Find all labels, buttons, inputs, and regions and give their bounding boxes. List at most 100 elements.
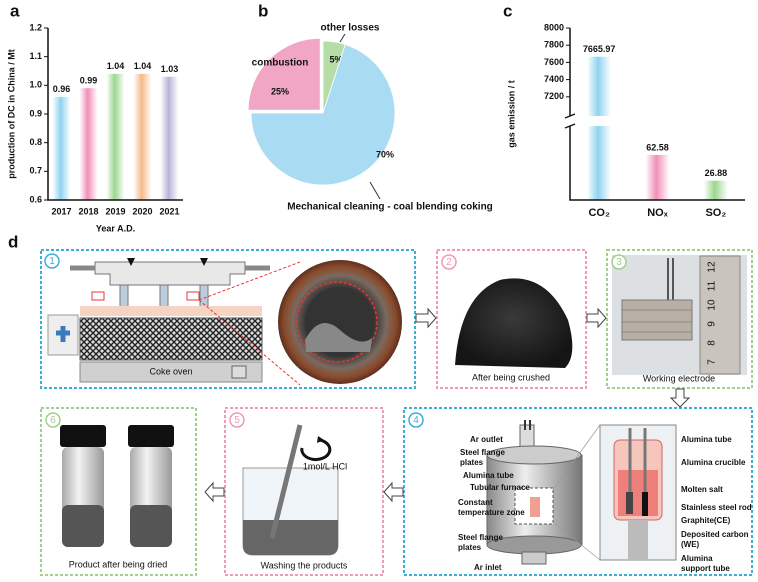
caption: After being crushed bbox=[472, 372, 550, 382]
component-label: plates bbox=[458, 543, 482, 552]
category-label: combustion bbox=[252, 58, 309, 69]
component-label: Tubular furnace bbox=[470, 483, 530, 492]
y-tick-label: 7400 bbox=[544, 74, 564, 84]
vials bbox=[60, 425, 174, 547]
panel-label: a bbox=[10, 1, 20, 20]
component-label: Stainless steel rod bbox=[681, 503, 752, 512]
component-label: temperature zone bbox=[458, 508, 525, 517]
ruler-label: 9 bbox=[707, 321, 718, 327]
caption: Coke oven bbox=[149, 366, 192, 376]
crushed-powder bbox=[455, 278, 573, 368]
x-axis-label: Year A.D. bbox=[96, 223, 135, 233]
component-label: support tube bbox=[681, 564, 730, 573]
y-tick-label: 0.8 bbox=[29, 137, 42, 147]
value-label: 5% bbox=[329, 54, 342, 64]
bar bbox=[703, 180, 728, 200]
value-label: 1.04 bbox=[107, 61, 125, 71]
value-label: 1.03 bbox=[161, 64, 179, 74]
step-number: 2 bbox=[446, 257, 452, 268]
x-tick-label: 2018 bbox=[78, 206, 98, 216]
coke-oven-schematic bbox=[47, 258, 402, 386]
component-label: Molten salt bbox=[681, 485, 723, 494]
caption: Washing the products bbox=[261, 560, 348, 570]
ruler-label: 11 bbox=[707, 280, 718, 291]
step-badge bbox=[441, 254, 457, 270]
value-label: 25% bbox=[271, 86, 289, 96]
x-tick-label: 2020 bbox=[132, 206, 152, 216]
value-label: 0.96 bbox=[53, 84, 71, 94]
caption: 1mol/L HCl bbox=[303, 461, 347, 471]
y-tick-label: 7600 bbox=[544, 57, 564, 67]
x-tick-label: SO₂ bbox=[705, 207, 726, 219]
y-tick-label: 0.7 bbox=[29, 166, 42, 176]
component-label: Ar inlet bbox=[474, 563, 502, 572]
y-tick-label: 7200 bbox=[544, 91, 564, 101]
leader bbox=[339, 33, 381, 200]
y-tick-label: 1.0 bbox=[29, 80, 42, 90]
frames bbox=[40, 249, 753, 576]
panel-label: c bbox=[503, 1, 512, 20]
component-label: Constant bbox=[458, 498, 493, 507]
arrows bbox=[204, 307, 691, 503]
y-tick-label: 0.6 bbox=[29, 194, 42, 204]
pie-slice bbox=[247, 37, 321, 111]
caption: Working electrode bbox=[643, 373, 715, 383]
pie-slice bbox=[250, 44, 396, 186]
bar bbox=[79, 88, 98, 200]
step-number: 6 bbox=[50, 415, 56, 426]
value-label: 70% bbox=[376, 149, 394, 159]
category-label: other losses bbox=[321, 23, 380, 34]
component-label: Alumina tube bbox=[681, 435, 732, 444]
component-label: Alumina crucible bbox=[681, 458, 746, 467]
step-badge bbox=[408, 412, 424, 428]
panel-label: b bbox=[258, 1, 268, 20]
category-label: Mechanical cleaning - coal blending coki… bbox=[287, 202, 493, 213]
step-badge bbox=[611, 254, 627, 270]
value-label: 62.58 bbox=[646, 142, 669, 152]
value-label: 1.04 bbox=[134, 61, 152, 71]
x-tick-label: 2019 bbox=[105, 206, 125, 216]
axis-frame bbox=[569, 28, 745, 201]
y-tick-label: 8000 bbox=[544, 22, 564, 32]
component-label: Alumina bbox=[681, 554, 713, 563]
component-label: Steel flange bbox=[458, 533, 503, 542]
bar bbox=[160, 76, 179, 200]
x-tick-label: 2017 bbox=[51, 206, 71, 216]
y-tick-label: 7800 bbox=[544, 40, 564, 50]
axis-frame bbox=[47, 28, 183, 201]
value-label: 26.88 bbox=[705, 168, 728, 178]
ruler-label: 7 bbox=[707, 359, 718, 365]
step-badge bbox=[45, 412, 61, 428]
bar bbox=[587, 56, 612, 201]
step-badge bbox=[229, 412, 245, 428]
step-number: 1 bbox=[49, 256, 55, 267]
step-number: 4 bbox=[413, 415, 419, 426]
value-label: 0.99 bbox=[80, 76, 98, 86]
beaker bbox=[242, 424, 339, 556]
value-label: 7665.97 bbox=[583, 44, 616, 54]
x-tick-label: NOₓ bbox=[647, 207, 669, 219]
y-tick-label: 1.2 bbox=[29, 22, 42, 32]
component-label: Steel flange bbox=[460, 448, 505, 457]
axis-break-mark bbox=[564, 113, 576, 129]
step-number: 5 bbox=[234, 415, 240, 426]
component-label: plates bbox=[460, 458, 484, 467]
bar bbox=[106, 73, 125, 200]
y-tick-label: 1.1 bbox=[29, 51, 42, 61]
furnace bbox=[486, 420, 677, 565]
x-tick-label: 2021 bbox=[159, 206, 179, 216]
step-number: 3 bbox=[616, 257, 622, 268]
component-label: Ar outlet bbox=[470, 435, 503, 444]
axis-break bbox=[564, 116, 745, 126]
step-badge bbox=[44, 253, 60, 269]
component-label: Deposited carbon bbox=[681, 530, 749, 539]
x-tick-label: CO₂ bbox=[588, 207, 610, 219]
component-label: (WE) bbox=[681, 540, 700, 549]
panel-label: d bbox=[8, 232, 18, 251]
ruler-label: 10 bbox=[707, 299, 718, 311]
bar bbox=[52, 96, 71, 200]
bar bbox=[645, 154, 670, 200]
ruler-label: 8 bbox=[707, 340, 718, 346]
electrode-photo bbox=[612, 255, 747, 375]
